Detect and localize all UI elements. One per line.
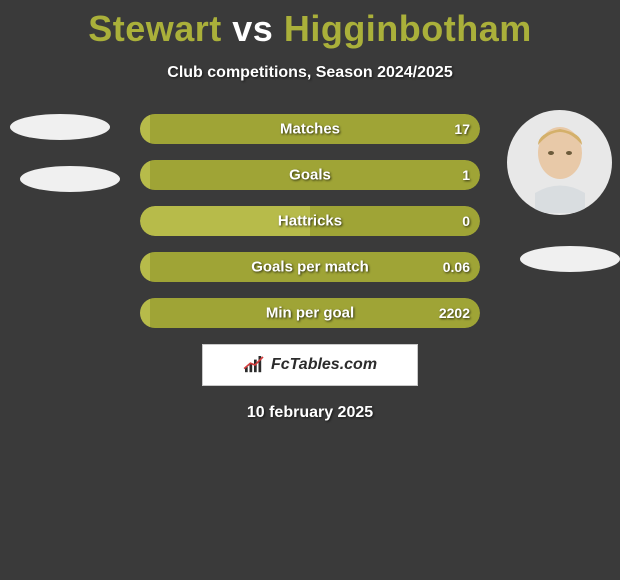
stat-bar-left	[140, 160, 150, 190]
stat-bars: Matches 17 Goals 1 Hattricks 0 Goals per match…	[140, 114, 480, 328]
stat-bar-row: Matches 17	[140, 114, 480, 144]
player1-club-icon	[20, 166, 120, 192]
stat-bar-row: Min per goal 2202	[140, 298, 480, 328]
source-badge[interactable]: FcTables.com	[202, 344, 418, 386]
stat-value-right: 0	[462, 213, 470, 229]
comparison-title: Stewart vs Higginbotham	[0, 0, 620, 50]
stat-label: Matches	[280, 121, 340, 138]
stat-label: Min per goal	[266, 305, 354, 322]
player2-flag-icon	[520, 246, 620, 272]
vs-separator: vs	[232, 8, 273, 49]
stat-label: Hattricks	[278, 213, 342, 230]
stat-bar-row: Goals per match 0.06	[140, 252, 480, 282]
stat-label: Goals per match	[251, 259, 369, 276]
player2-name: Higginbotham	[284, 8, 532, 49]
stat-bar-left	[140, 298, 150, 328]
stat-bar-row: Hattricks 0	[140, 206, 480, 236]
stat-value-right: 17	[454, 121, 470, 137]
stat-value-right: 1	[462, 167, 470, 183]
chart-icon	[243, 356, 265, 374]
stat-label: Goals	[289, 167, 331, 184]
snapshot-date: 10 february 2025	[0, 404, 620, 422]
subtitle: Club competitions, Season 2024/2025	[0, 64, 620, 82]
player1-name: Stewart	[88, 8, 222, 49]
stat-value-right: 0.06	[443, 259, 470, 275]
stat-value-right: 2202	[439, 305, 470, 321]
player1-flag-icon	[10, 114, 110, 140]
stat-bar-row: Goals 1	[140, 160, 480, 190]
source-badge-text: FcTables.com	[271, 356, 377, 374]
avatar-silhouette-icon	[525, 123, 595, 213]
player2-avatar	[507, 110, 612, 215]
stat-bar-left	[140, 114, 150, 144]
comparison-stage: Matches 17 Goals 1 Hattricks 0 Goals per match…	[0, 114, 620, 328]
stat-bar-left	[140, 252, 150, 282]
